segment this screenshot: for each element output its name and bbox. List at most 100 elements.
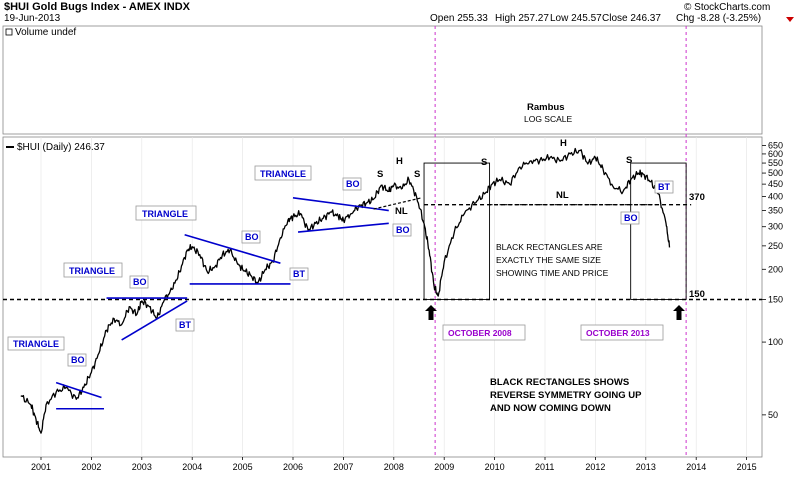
svg-text:BO: BO [346,179,360,189]
triangle-label-3-text: TRIANGLE [142,209,188,219]
price-line [20,147,671,434]
triangle-1-upper [55,381,102,399]
log-scale-label: LOG SCALE [524,114,573,124]
x-tick-label-2004: 2004 [182,462,202,472]
x-tick-label-2005: 2005 [233,462,253,472]
y-tick-label-400: 400 [768,192,783,202]
volume-panel [2,25,763,135]
neckline-1 [373,197,422,210]
bo-label-4: BO [342,177,362,191]
triangle-label-2: TRIANGLE [63,262,123,278]
x-tick-label-2011: 2011 [535,462,554,472]
y-tick-label-300: 300 [768,222,783,232]
shoulder-label-4: S [626,155,632,166]
shoulder-label-1: S [377,169,383,180]
y-tick-label-200: 200 [768,264,783,274]
triangle-label-3: TRIANGLE [135,205,197,221]
up-arrow-2013-icon [673,305,685,320]
svg-text:BO: BO [624,213,638,223]
stockcharts-watermark: © StockCharts.com [684,2,770,13]
x-tick-label-2014: 2014 [686,462,706,472]
y-tick-label-600: 600 [768,149,783,159]
y-tick-label-100: 100 [768,337,783,347]
level-150-label: 150 [689,289,705,300]
x-tick-label-2002: 2002 [81,462,101,472]
october-2008-box: OCTOBER 2008 [442,324,526,341]
rect-note-line-3: SHOWING TIME AND PRICE [496,268,609,278]
symmetry-note-line-2: REVERSE SYMMETRY GOING UP [490,390,642,401]
y-tick-label-150: 150 [768,295,783,305]
rect-note-line-2: EXACTLY THE SAME SIZE [496,255,601,265]
y-tick-label-50: 50 [768,410,778,420]
svg-text:BO: BO [71,355,85,365]
x-tick-label-2001: 2001 [31,462,51,472]
chart-date: 19-Jun-2013 [4,13,61,24]
rect-note-line-1: BLACK RECTANGLES ARE [496,242,603,252]
y-tick-label-550: 550 [768,158,783,168]
high-value: High 257.27 [495,13,549,24]
x-tick-label-2013: 2013 [636,462,656,472]
svg-text:BO: BO [396,225,410,235]
x-tick-label-2012: 2012 [585,462,605,472]
volume-label: Volume undef [15,27,76,38]
x-axis: 2001 2002 2003 2004 2005 2006 2007 2008 2009 2010… [31,457,757,472]
head-label-2: H [560,138,567,149]
level-370-label: 370 [689,192,705,203]
svg-text:BO: BO [133,277,147,287]
october-2008-label: OCTOBER 2008 [448,328,512,338]
close-value: Close 246.37 [602,13,661,24]
down-arrow-icon [786,17,794,22]
bt-label-1: BT [175,318,195,332]
x-tick-label-2009: 2009 [434,462,454,472]
neckline-label-1: NL [395,206,408,217]
neckline-label-2: NL [556,190,569,201]
october-2013-label: OCTOBER 2013 [586,328,650,338]
author-label: Rambus [527,102,564,113]
october-2013-box: OCTOBER 2013 [580,324,664,341]
volume-legend-swatch [5,28,13,36]
bo-label-3: BO [241,230,261,244]
change-value: Chg -8.28 (-3.25%) [676,13,761,24]
y-tick-label-250: 250 [768,241,783,251]
bt-label-3: BT [654,180,674,194]
triangle-4-lower [297,222,389,233]
svg-text:BO: BO [245,232,259,242]
triangle-label-4-text: TRIANGLE [260,169,306,179]
symmetry-rectangles [423,162,687,300]
price-series [20,147,671,434]
rectangle-2013 [630,162,687,300]
triangle-label-2-text: TRIANGLE [69,266,115,276]
x-tick-label-2015: 2015 [737,462,757,472]
low-value: Low 245.57 [550,13,602,24]
series-label: $HUI (Daily) 246.37 [17,142,105,153]
bo-label-1: BO [67,353,87,367]
shoulder-label-2: S [414,169,420,180]
shoulder-label-3: S [481,157,487,168]
svg-text:BT: BT [293,269,305,279]
triangle-label-1: TRIANGLE [7,336,65,351]
x-tick-label-2010: 2010 [485,462,505,472]
head-label-1: H [396,156,403,167]
bo-label-5: BO [392,223,412,237]
up-arrow-2008-icon [425,305,437,320]
x-tick-label-2008: 2008 [384,462,404,472]
x-tick-label-2006: 2006 [283,462,303,472]
triangle-2-lower [121,300,188,341]
y-tick-label-350: 350 [768,206,783,216]
triangle-label-4: TRIANGLE [254,165,312,181]
triangle-label-1-text: TRIANGLE [13,339,59,349]
triangle-3-upper [184,233,281,264]
bo-label-2: BO [129,275,149,289]
grid-layer [40,137,747,457]
bt-label-2: BT [289,267,309,281]
x-tick-label-2003: 2003 [132,462,152,472]
symmetry-note-line-1: BLACK RECTANGLES SHOWS [490,377,629,388]
triangle-4-upper [292,197,389,212]
x-tick-label-2007: 2007 [333,462,353,472]
svg-text:BT: BT [179,320,191,330]
open-value: Open 255.33 [430,13,488,24]
rectangle-2008 [423,162,491,300]
